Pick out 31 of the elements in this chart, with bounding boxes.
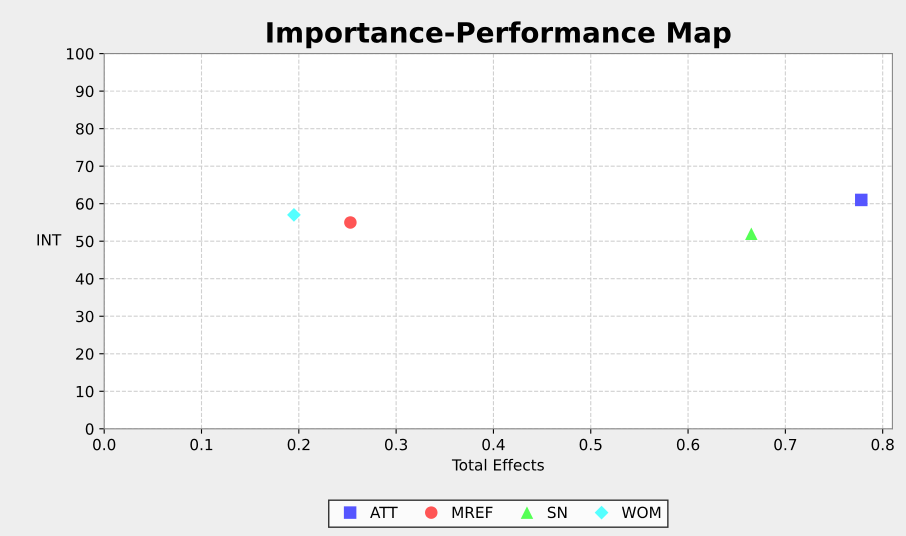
- y-tick-label: 100: [66, 48, 94, 60]
- y-tick-label: 0: [86, 423, 94, 435]
- point: [344, 216, 357, 229]
- y-tick-label: 60: [76, 198, 94, 210]
- x-tick-label: 0.5: [580, 438, 602, 450]
- y-tick-label: 70: [76, 160, 94, 172]
- y-tick-label: 30: [76, 310, 94, 322]
- x-tick-label: 0.1: [190, 438, 212, 450]
- x-tick-label: 0.6: [676, 438, 700, 450]
- x-tick-label: 0.4: [482, 438, 505, 450]
- legend-label: ATT: [370, 506, 398, 518]
- x-tick-label: 0.3: [384, 438, 408, 450]
- x-axis-title: Total Effects: [452, 458, 544, 471]
- point: [855, 194, 868, 206]
- point: [287, 208, 301, 222]
- y-tick-label: 20: [76, 348, 94, 360]
- legend-label: SN: [548, 506, 566, 518]
- x-tick-label: 0.0: [93, 438, 116, 450]
- y-tick-label: 40: [76, 273, 94, 285]
- point: [745, 227, 758, 240]
- y-tick-label: 10: [76, 386, 94, 398]
- legend-label: MREF: [452, 506, 492, 518]
- x-tick-label: 0.7: [774, 438, 796, 450]
- y-tick-label: 90: [76, 86, 94, 98]
- x-tick-label: 0.8: [872, 438, 894, 450]
- y-axis-title: INT: [38, 234, 62, 246]
- y-tick-label: 80: [76, 123, 94, 135]
- chart-title: Importance-Performance Map: [267, 21, 731, 48]
- y-tick-label: 50: [76, 236, 94, 248]
- legend-label: WOM: [622, 506, 660, 518]
- x-tick-label: 0.2: [288, 438, 310, 450]
